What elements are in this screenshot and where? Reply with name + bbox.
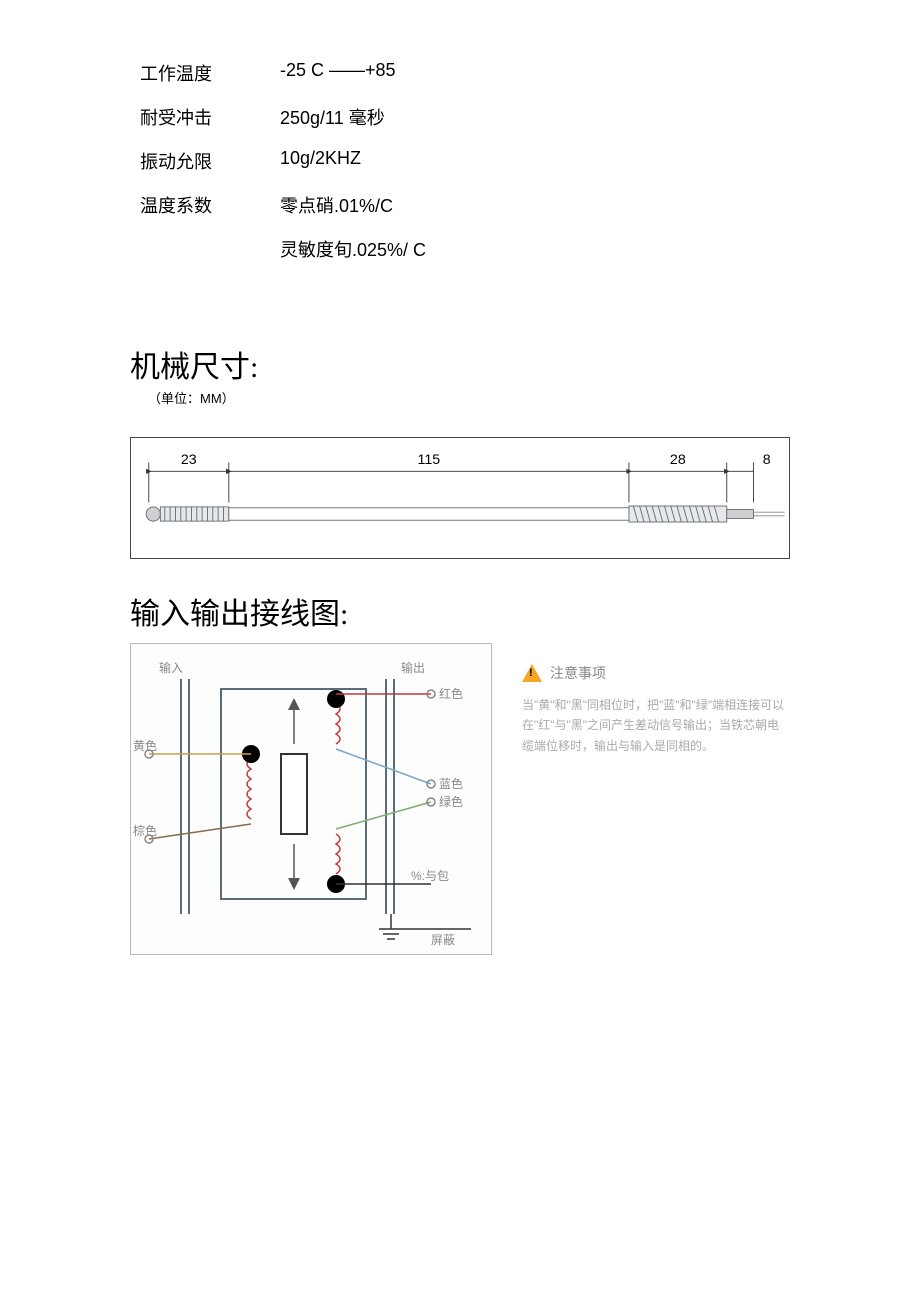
spec-label: 工作温度 bbox=[140, 60, 280, 86]
spec-row: 灵敏度旬.025%/ C bbox=[140, 236, 880, 262]
spec-row: 耐受冲击 250g/11 毫秒 bbox=[140, 104, 880, 130]
mechanical-drawing: 23 115 28 8 bbox=[130, 437, 790, 559]
brown-label: 棕色 bbox=[133, 823, 157, 838]
warning-title: 注意事项 bbox=[550, 663, 606, 683]
warning-header: 注意事项 bbox=[522, 663, 790, 683]
output-label: 输出 bbox=[401, 660, 425, 675]
dim-3: 28 bbox=[670, 452, 686, 468]
mechanical-svg: 23 115 28 8 bbox=[131, 438, 789, 558]
spec-table: 工作温度 -25 C ——+85 耐受冲击 250g/11 毫秒 振动允限 10… bbox=[140, 60, 880, 262]
warning-box: 注意事项 当"黄"和"黑"同相位时，把"蓝"和"绿"端相连接可以在"红"与"黑"… bbox=[522, 643, 790, 955]
spec-row: 振动允限 10g/2KHZ bbox=[140, 148, 880, 174]
wiring-diagram: 输入 输出 bbox=[130, 643, 492, 955]
shield-note-label: %:与包 bbox=[411, 869, 449, 883]
spec-label: 耐受冲击 bbox=[140, 104, 280, 130]
spec-value: 10g/2KHZ bbox=[280, 148, 361, 169]
mechanical-dimensions-heading: 机械尺寸: bbox=[130, 342, 880, 386]
warning-icon bbox=[522, 664, 542, 682]
dim-2: 115 bbox=[418, 452, 441, 468]
dim-1: 23 bbox=[181, 452, 197, 468]
red-label: 红色 bbox=[439, 686, 463, 701]
dim-4: 8 bbox=[763, 452, 771, 468]
warning-body: 当"黄"和"黑"同相位时，把"蓝"和"绿"端相连接可以在"红"与"黑"之间产生差… bbox=[522, 695, 790, 756]
spec-label: 振动允限 bbox=[140, 148, 280, 174]
spec-value: 零点硝.01%/C bbox=[280, 192, 393, 218]
yellow-label: 黄色 bbox=[133, 739, 157, 753]
green-label: 绿色 bbox=[439, 794, 463, 809]
spec-label: 温度系数 bbox=[140, 192, 280, 218]
spec-row: 工作温度 -25 C ——+85 bbox=[140, 60, 880, 86]
blue-label: 蓝色 bbox=[439, 777, 463, 791]
mechanical-unit-note: （单位：MM） bbox=[148, 388, 880, 407]
shield-label: 屏蔽 bbox=[431, 933, 455, 947]
spec-value: -25 C ——+85 bbox=[280, 60, 396, 81]
wiring-heading: 输入输出接线图: bbox=[130, 589, 880, 633]
input-label: 输入 bbox=[159, 660, 183, 675]
wiring-svg: 输入 输出 bbox=[131, 644, 491, 954]
spec-row: 温度系数 零点硝.01%/C bbox=[140, 192, 880, 218]
spec-value: 灵敏度旬.025%/ C bbox=[280, 236, 426, 262]
spec-value: 250g/11 毫秒 bbox=[280, 104, 385, 130]
